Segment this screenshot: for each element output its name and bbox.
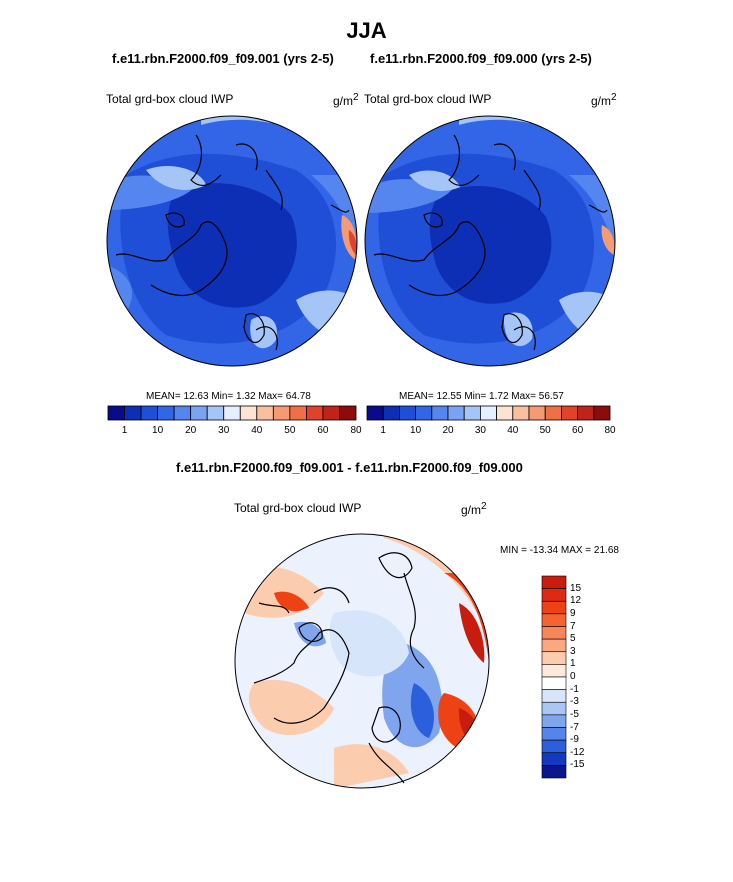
colorbar-tick-label: -15 — [570, 759, 585, 771]
colorbar-swatch — [415, 405, 433, 421]
diff-unit-label: g/m2 — [461, 501, 487, 517]
diff-variable-label: Total grd-box cloud IWP — [234, 501, 362, 515]
colorbar-tick-label: 1 — [121, 425, 128, 436]
colorbar-swatch — [190, 405, 208, 421]
left-panel-title: f.e11.rbn.F2000.f09_f09.001 (yrs 2-5) — [112, 51, 334, 66]
right-colorbar — [366, 405, 611, 421]
colorbar-swatch — [541, 588, 567, 602]
colorbar-tick-label: 80 — [350, 425, 362, 436]
colorbar-tick-label: 20 — [442, 425, 454, 436]
colorbar-tick-label: 3 — [570, 645, 576, 657]
colorbar-tick-label: -9 — [570, 734, 579, 746]
left-unit-label: g/m2 — [333, 92, 359, 108]
colorbar-tick-label: 20 — [185, 425, 197, 436]
colorbar-swatch — [322, 405, 340, 421]
colorbar-tick-label: 30 — [218, 425, 230, 436]
colorbar-swatch — [399, 405, 417, 421]
colorbar-tick-label: 10 — [152, 425, 164, 436]
colorbar-tick-label: -1 — [570, 683, 579, 695]
colorbar-tick-label: 60 — [572, 425, 584, 436]
left-colorbar — [107, 405, 357, 421]
right-polar-map — [364, 115, 616, 367]
colorbar-swatch — [512, 405, 530, 421]
colorbar-swatch — [339, 405, 357, 421]
colorbar-swatch — [541, 689, 567, 703]
colorbar-swatch — [541, 651, 567, 665]
left-variable-label: Total grd-box cloud IWP — [106, 92, 234, 106]
colorbar-swatch — [544, 405, 562, 421]
left-stats: MEAN= 12.63 Min= 1.32 Max= 64.78 — [146, 391, 311, 402]
colorbar-swatch — [496, 405, 514, 421]
colorbar-swatch — [560, 405, 578, 421]
colorbar-swatch — [541, 739, 567, 754]
colorbar-swatch — [541, 701, 567, 716]
colorbar-swatch — [541, 714, 567, 728]
right-unit-label: g/m2 — [591, 92, 617, 108]
colorbar-swatch — [366, 405, 384, 421]
colorbar-swatch — [206, 405, 225, 421]
colorbar-swatch — [107, 405, 125, 421]
colorbar-tick-label: -7 — [570, 721, 579, 733]
colorbar-tick-label: 1 — [380, 425, 386, 436]
colorbar-swatch — [140, 405, 158, 421]
colorbar-swatch — [593, 405, 611, 421]
colorbar-swatch — [256, 405, 274, 421]
colorbar-tick-label: -5 — [570, 708, 579, 720]
colorbar-tick-label: 40 — [507, 425, 519, 436]
colorbar-tick-label: 1 — [570, 658, 576, 670]
colorbar-tick-label: 40 — [251, 425, 263, 436]
colorbar-swatch — [541, 727, 567, 741]
colorbar-tick-label: 10 — [410, 425, 422, 436]
colorbar-swatch — [541, 600, 567, 615]
colorbar-swatch — [541, 676, 567, 690]
colorbar-swatch — [541, 575, 567, 589]
colorbar-tick-label: 50 — [539, 425, 551, 436]
colorbar-swatch — [124, 405, 142, 421]
colorbar-swatch — [541, 613, 567, 627]
right-variable-label: Total grd-box cloud IWP — [364, 92, 492, 106]
colorbar-swatch — [528, 405, 546, 421]
colorbar-swatch — [463, 405, 481, 421]
colorbar-tick-label: -3 — [570, 696, 579, 708]
colorbar-tick-label: 60 — [317, 425, 329, 436]
colorbar-swatch — [447, 405, 465, 421]
colorbar-tick-label: 7 — [570, 620, 576, 632]
colorbar-swatch — [541, 664, 567, 678]
colorbar-swatch — [289, 405, 307, 421]
colorbar-tick-label: -12 — [570, 746, 585, 758]
right-panel-title: f.e11.rbn.F2000.f09_f09.000 (yrs 2-5) — [370, 51, 592, 66]
colorbar-tick-label: 80 — [604, 425, 616, 436]
colorbar-swatch — [223, 405, 241, 421]
colorbar-tick-label: 9 — [570, 607, 576, 619]
colorbar-tick-label: 0 — [570, 671, 576, 682]
colorbar-swatch — [272, 405, 291, 421]
colorbar-swatch — [173, 405, 192, 421]
colorbar-swatch — [157, 405, 175, 421]
colorbar-tick-label: 15 — [570, 582, 582, 594]
colorbar-swatch — [541, 626, 567, 640]
difference-title: f.e11.rbn.F2000.f09_f09.001 - f.e11.rbn.… — [176, 460, 523, 475]
colorbar-tick-label: 50 — [284, 425, 296, 436]
difference-colorbar — [541, 575, 567, 779]
diff-minmax: MIN = -13.34 MAX = 21.68 — [500, 545, 619, 556]
colorbar-swatch — [382, 405, 400, 421]
figure-title: JJA — [346, 18, 387, 43]
colorbar-swatch — [541, 638, 567, 653]
colorbar-swatch — [541, 765, 567, 779]
right-stats: MEAN= 12.55 Min= 1.72 Max= 56.57 — [399, 391, 564, 402]
colorbar-swatch — [239, 405, 258, 421]
colorbar-tick-label: 30 — [474, 425, 486, 436]
colorbar-tick-label: 12 — [570, 595, 582, 607]
colorbar-swatch — [541, 752, 567, 766]
left-polar-map — [106, 115, 358, 367]
difference-polar-map — [234, 533, 490, 789]
colorbar-swatch — [305, 405, 324, 421]
colorbar-swatch — [431, 405, 449, 421]
colorbar-swatch — [577, 405, 595, 421]
colorbar-swatch — [480, 405, 498, 421]
colorbar-tick-label: 5 — [570, 633, 576, 645]
